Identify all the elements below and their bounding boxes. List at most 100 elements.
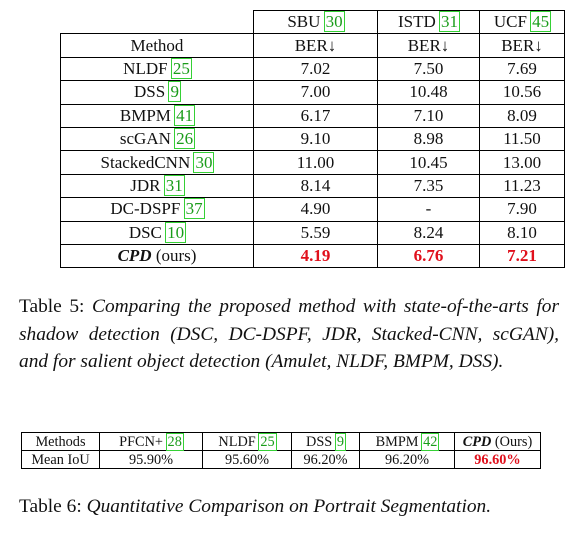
method-cell: NLDF 25 — [60, 56, 254, 82]
method-cell: BMPM 41 — [60, 103, 254, 128]
value-cell: 7.02 — [253, 56, 378, 82]
value-cell: 96.20% — [359, 450, 455, 469]
dataset-name: SBU — [287, 12, 321, 32]
best-value-cell: 7.21 — [479, 243, 565, 269]
method-name: BMPM — [119, 105, 171, 125]
value-cell: 11.23 — [479, 173, 565, 199]
best-value-cell: 6.76 — [377, 243, 480, 269]
citation-link[interactable]: 28 — [165, 432, 184, 451]
dataset-header-istd: ISTD 31 — [377, 9, 480, 35]
value-cell: 8.24 — [377, 220, 480, 245]
ours-suffix: (ours) — [155, 246, 197, 266]
method-cell: DSS 9 — [60, 80, 254, 105]
citation-link[interactable]: 26 — [174, 128, 196, 150]
caption-label: Table 5: — [19, 296, 85, 317]
portrait-segmentation-table: Methods PFCN+ 28 NLDF 25 DSS 9 BMPM 42 C… — [21, 432, 541, 469]
dataset-header-sbu: SBU 30 — [253, 9, 378, 35]
method-name: DSC — [128, 222, 162, 242]
citation-link[interactable]: 45 — [530, 11, 552, 33]
method-cell: DSC 10 — [60, 220, 254, 245]
ours-method-name: CPD — [117, 246, 152, 266]
value-cell: 8.10 — [479, 220, 565, 245]
citation-link[interactable]: 10 — [165, 221, 187, 243]
method-name: DSS — [306, 433, 333, 450]
method-name: StackedCNN — [100, 152, 191, 172]
mean-iou-row: Mean IoU 95.90% 95.60% 96.20% 96.20% 96.… — [21, 450, 541, 469]
table-row: DC-DSPF 37 4.90 - 7.90 — [60, 197, 565, 222]
method-cell: CPD (ours) — [60, 243, 254, 269]
row-label: Mean IoU — [21, 450, 100, 469]
value-cell: 6.17 — [253, 103, 378, 128]
method-header-cell: NLDF 25 — [202, 432, 292, 451]
table6-caption: Table 6: Quantitative Comparison on Port… — [19, 493, 559, 521]
method-cell: JDR 31 — [60, 173, 254, 199]
empty-corner-cell — [60, 10, 254, 35]
metric-header: BER↓ — [377, 33, 480, 58]
value-cell: 13.00 — [479, 150, 565, 175]
value-cell: 8.98 — [377, 126, 480, 152]
method-cell: StackedCNN 30 — [60, 150, 254, 175]
value-cell: 7.90 — [479, 197, 565, 222]
method-name: NLDF — [218, 433, 256, 450]
method-name: DSS — [134, 82, 166, 102]
citation-link[interactable]: 25 — [170, 57, 192, 79]
caption-text: Quantitative Comparison on Portrait Segm… — [86, 496, 492, 517]
ours-method-name: CPD — [462, 433, 492, 450]
ours-row: CPD (ours) 4.19 6.76 7.21 — [60, 243, 565, 269]
value-cell: 95.90% — [99, 450, 203, 469]
ours-header-cell: CPD (Ours) — [454, 432, 541, 451]
method-name: scGAN — [119, 129, 171, 149]
table-row: JDR 31 8.14 7.35 11.23 — [60, 173, 565, 199]
value-cell: 9.10 — [253, 126, 378, 152]
method-name: NLDF — [123, 58, 168, 78]
dataset-header-ucf: UCF 45 — [479, 9, 565, 35]
value-cell: 7.00 — [253, 80, 378, 105]
caption-label: Table 6: — [19, 496, 82, 517]
metric-header: BER↓ — [253, 33, 378, 58]
methods-header-row: Methods PFCN+ 28 NLDF 25 DSS 9 BMPM 42 C… — [21, 432, 541, 451]
value-cell: 10.56 — [479, 80, 565, 105]
table-row: DSS 9 7.00 10.48 10.56 — [60, 80, 565, 105]
method-header-cell: PFCN+ 28 — [99, 432, 203, 451]
value-cell: 8.09 — [479, 103, 565, 128]
table-row: StackedCNN 30 11.00 10.45 13.00 — [60, 150, 565, 175]
method-name: PFCN+ — [119, 433, 163, 450]
citation-link[interactable]: 30 — [323, 11, 345, 33]
best-value-cell: 4.19 — [253, 243, 378, 269]
citation-link[interactable]: 37 — [183, 198, 205, 220]
best-value-cell: 96.60% — [454, 450, 541, 469]
method-cell: DC-DSPF 37 — [60, 197, 254, 222]
method-header-cell: BMPM 42 — [359, 432, 455, 451]
method-name: DC-DSPF — [110, 199, 181, 219]
method-header-cell: DSS 9 — [291, 432, 360, 451]
value-cell: 5.59 — [253, 220, 378, 245]
value-cell: 10.48 — [377, 80, 480, 105]
value-cell: 8.14 — [253, 173, 378, 199]
value-cell: 11.00 — [253, 150, 378, 175]
value-cell: 4.90 — [253, 197, 378, 222]
method-cell: scGAN 26 — [60, 126, 254, 152]
value-cell: 96.20% — [291, 450, 360, 469]
methods-header: Methods — [21, 432, 100, 451]
citation-link[interactable]: 41 — [174, 104, 196, 126]
citation-link[interactable]: 31 — [439, 11, 461, 33]
table5-caption: Table 5: Comparing the proposed method w… — [19, 293, 559, 376]
value-cell: 7.50 — [377, 56, 480, 82]
shadow-detection-table: SBU 30 ISTD 31 UCF 45 Method BER↓ BER↓ B… — [60, 9, 565, 269]
method-name: JDR — [130, 175, 161, 195]
method-name: BMPM — [375, 433, 419, 450]
citation-link[interactable]: 9 — [334, 432, 347, 451]
value-cell: 11.50 — [479, 126, 565, 152]
citation-link[interactable]: 42 — [421, 432, 440, 451]
ours-suffix: (Ours) — [494, 433, 533, 450]
dataset-header-row: SBU 30 ISTD 31 UCF 45 — [60, 9, 565, 35]
citation-link[interactable]: 25 — [258, 432, 277, 451]
value-cell: 95.60% — [202, 450, 292, 469]
table-row: scGAN 26 9.10 8.98 11.50 — [60, 126, 565, 152]
citation-link[interactable]: 9 — [168, 81, 181, 103]
citation-link[interactable]: 31 — [163, 174, 185, 196]
value-cell: 7.69 — [479, 56, 565, 82]
citation-link[interactable]: 30 — [193, 151, 215, 173]
dataset-name: UCF — [493, 12, 527, 32]
value-cell: 7.10 — [377, 103, 480, 128]
